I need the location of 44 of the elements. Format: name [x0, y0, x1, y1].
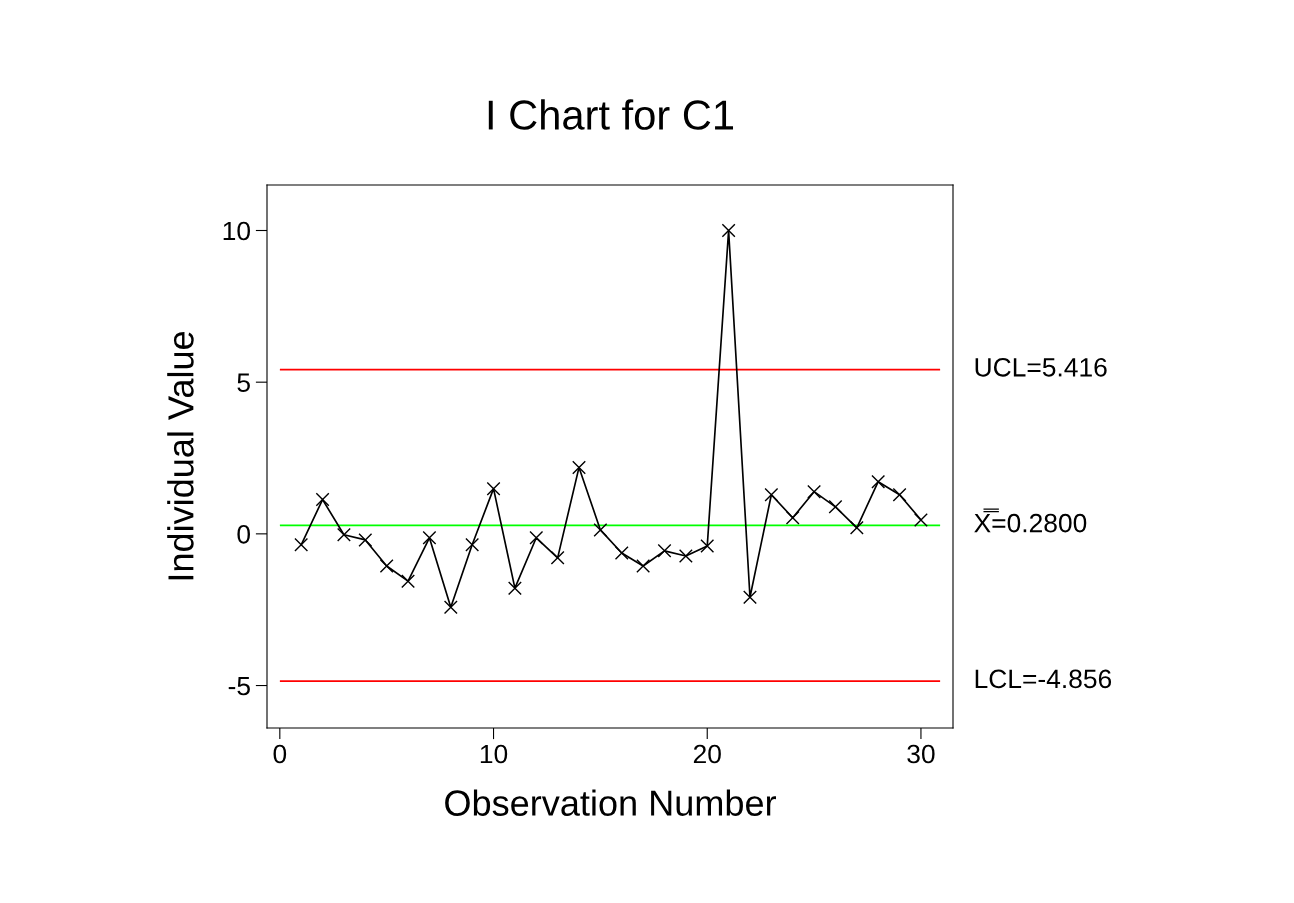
point: [572, 460, 586, 475]
point: [401, 574, 415, 589]
point: [593, 522, 608, 537]
point: [892, 487, 907, 502]
x-tick-label: 30: [907, 744, 935, 764]
point: [743, 590, 757, 605]
chart-title: I Chart for C1: [488, 99, 734, 130]
point: [871, 474, 886, 489]
point: [849, 520, 864, 535]
point: [700, 539, 715, 553]
point: [721, 223, 736, 238]
point: [379, 559, 394, 573]
y-tick-label: 0: [237, 524, 250, 544]
ref-line-label: LCL=-4.856: [975, 669, 1112, 689]
ref-line-label: UCL=5.416: [975, 357, 1107, 377]
point: [358, 532, 373, 547]
point: [657, 543, 672, 558]
point: [336, 527, 351, 542]
point: [465, 537, 480, 552]
point: [678, 549, 693, 563]
y-axis-title: Individual Value: [167, 331, 194, 580]
point: [443, 600, 458, 615]
y-tick-label: -5: [228, 676, 250, 696]
point: [507, 581, 522, 596]
ref-line-label: X̿=0.2800: [974, 508, 1087, 533]
point: [828, 499, 843, 514]
y-tick-label: 5: [237, 373, 250, 392]
point: [550, 550, 565, 565]
x-tick-label: 20: [693, 744, 721, 764]
point: [315, 492, 330, 507]
y-tick-label: 10: [223, 221, 250, 241]
point: [614, 546, 629, 560]
point: [636, 559, 651, 573]
x-tick-label: 10: [480, 744, 508, 764]
point: [422, 530, 437, 545]
point: [529, 530, 544, 545]
point: [785, 510, 800, 525]
x-axis-title: Observation Number: [445, 789, 776, 816]
point: [807, 484, 822, 499]
point: [294, 537, 309, 552]
point: [764, 487, 779, 502]
point: [913, 512, 928, 527]
point: [486, 481, 501, 496]
x-tick-label: 0: [273, 744, 287, 764]
